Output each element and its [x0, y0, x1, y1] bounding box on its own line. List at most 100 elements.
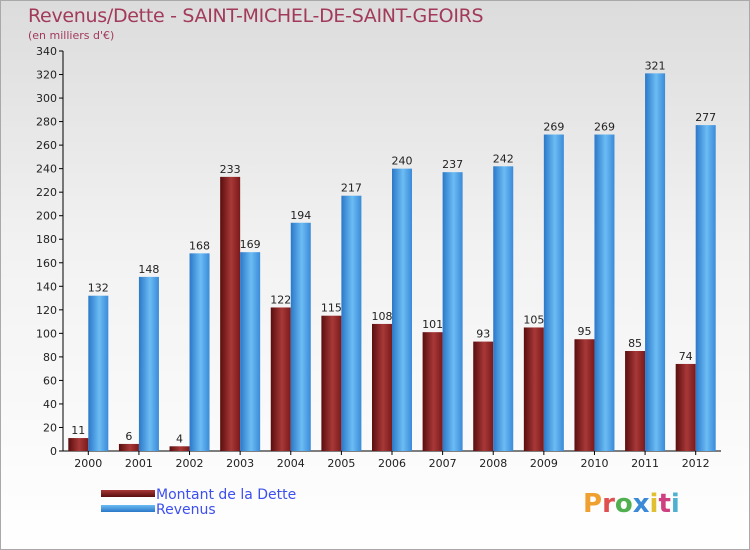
- y-tick-label: 140: [36, 280, 57, 293]
- bar-revenue: [392, 168, 412, 451]
- y-tick-label: 220: [36, 186, 57, 199]
- data-label-revenue: 242: [493, 152, 514, 165]
- data-label-debt: 85: [628, 337, 642, 350]
- bar-debt: [523, 327, 544, 451]
- legend-swatch-revenue: [101, 505, 155, 512]
- logo-letter: t: [658, 489, 671, 519]
- y-tick-label: 280: [36, 116, 57, 129]
- data-label-debt: 4: [176, 432, 183, 445]
- bar-debt: [68, 438, 89, 451]
- data-label-revenue: 194: [290, 209, 311, 222]
- y-tick-label: 100: [36, 327, 57, 340]
- y-tick-label: 60: [43, 374, 57, 387]
- x-tick-label: 2009: [530, 457, 558, 470]
- bar-revenue: [695, 125, 716, 451]
- y-tick-label: 180: [36, 233, 57, 246]
- data-label-debt: 11: [71, 424, 85, 437]
- data-label-debt: 233: [220, 163, 241, 176]
- data-label-debt: 108: [372, 310, 393, 323]
- bar-debt: [118, 443, 139, 451]
- data-label-revenue: 237: [442, 158, 463, 171]
- x-tick-label: 2001: [125, 457, 153, 470]
- logo-letter: i: [649, 489, 659, 519]
- chart-title: Revenus/Dette - SAINT-MICHEL-DE-SAINT-GE…: [28, 5, 484, 27]
- bar-revenue: [493, 166, 514, 451]
- x-tick-label: 2004: [277, 457, 305, 470]
- bar-debt: [625, 351, 646, 451]
- y-tick-label: 240: [36, 163, 57, 176]
- legend-swatch-debt: [101, 490, 155, 497]
- y-tick-label: 160: [36, 257, 57, 270]
- data-label-revenue: 321: [645, 59, 666, 72]
- bar-revenue: [290, 222, 311, 451]
- data-label-revenue: 217: [341, 182, 362, 195]
- bar-debt: [270, 307, 291, 451]
- logo-letter: r: [602, 489, 615, 519]
- legend-label-revenue: Revenus: [156, 502, 216, 518]
- logo-letter: P: [583, 489, 603, 519]
- x-tick-label: 2012: [682, 457, 710, 470]
- data-label-revenue: 148: [138, 263, 159, 276]
- bar-revenue: [594, 134, 615, 451]
- data-label-debt: 95: [577, 325, 591, 338]
- data-label-revenue: 168: [189, 239, 210, 252]
- data-label-debt: 105: [523, 313, 544, 326]
- data-label-revenue: 269: [594, 121, 615, 134]
- data-label-revenue: 240: [392, 155, 413, 168]
- y-tick-label: 0: [50, 445, 57, 458]
- bars: [68, 73, 716, 452]
- y-tick-label: 260: [36, 139, 57, 152]
- data-label-revenue: 132: [88, 282, 109, 295]
- bar-debt: [574, 339, 595, 451]
- logo-letter: x: [632, 489, 650, 519]
- bar-debt: [675, 363, 696, 451]
- y-tick-label: 120: [36, 304, 57, 317]
- x-tick-label: 2005: [327, 457, 355, 470]
- y-tick-label: 200: [36, 210, 57, 223]
- data-label-debt: 115: [321, 302, 342, 315]
- bar-revenue: [442, 172, 463, 452]
- x-tick-label: 2010: [580, 457, 608, 470]
- x-tick-label: 2002: [176, 457, 204, 470]
- x-tick-label: 2000: [74, 457, 102, 470]
- bar-debt: [321, 315, 342, 451]
- data-label-debt: 101: [422, 318, 443, 331]
- data-label-debt: 93: [476, 328, 490, 341]
- y-tick-label: 20: [43, 421, 57, 434]
- data-labels: 11 6 4 233 122 115 108 101 93 105 95 85 74 132 148 168 1…: [71, 59, 716, 445]
- logo-letter: o: [614, 489, 633, 519]
- data-label-revenue: 277: [695, 111, 716, 124]
- data-label-debt: 122: [270, 293, 291, 306]
- bar-revenue: [341, 195, 362, 451]
- x-tick-label: 2007: [429, 457, 457, 470]
- bar-debt: [169, 446, 190, 451]
- bar-debt: [220, 176, 241, 451]
- proxiti-logo: Proxiti: [583, 489, 680, 519]
- bar-revenue: [645, 73, 666, 452]
- y-tick-label: 300: [36, 92, 57, 105]
- bar-debt: [473, 341, 494, 451]
- x-tick-label: 2006: [378, 457, 406, 470]
- y-tick-label: 320: [36, 69, 57, 82]
- x-tick-label: 2011: [631, 457, 659, 470]
- data-label-debt: 6: [125, 430, 132, 443]
- data-label-debt: 74: [679, 350, 693, 363]
- legend-label-debt: Montant de la Dette: [156, 487, 297, 503]
- data-label-revenue: 169: [240, 238, 261, 251]
- bar-revenue: [543, 134, 564, 451]
- logo-letter: i: [670, 489, 680, 519]
- x-tick-label: 2003: [226, 457, 254, 470]
- y-tick-label: 40: [43, 398, 57, 411]
- bar-revenue: [88, 295, 109, 451]
- y-tick-label: 80: [43, 351, 57, 364]
- bar-revenue: [240, 252, 261, 451]
- bar-debt: [422, 332, 443, 451]
- y-tick-label: 340: [36, 45, 57, 58]
- bar-revenue: [189, 253, 210, 451]
- x-tick-label: 2008: [479, 457, 507, 470]
- bar-debt: [372, 323, 392, 451]
- data-label-revenue: 269: [543, 121, 564, 134]
- chart-subtitle: (en milliers d'€): [28, 29, 115, 42]
